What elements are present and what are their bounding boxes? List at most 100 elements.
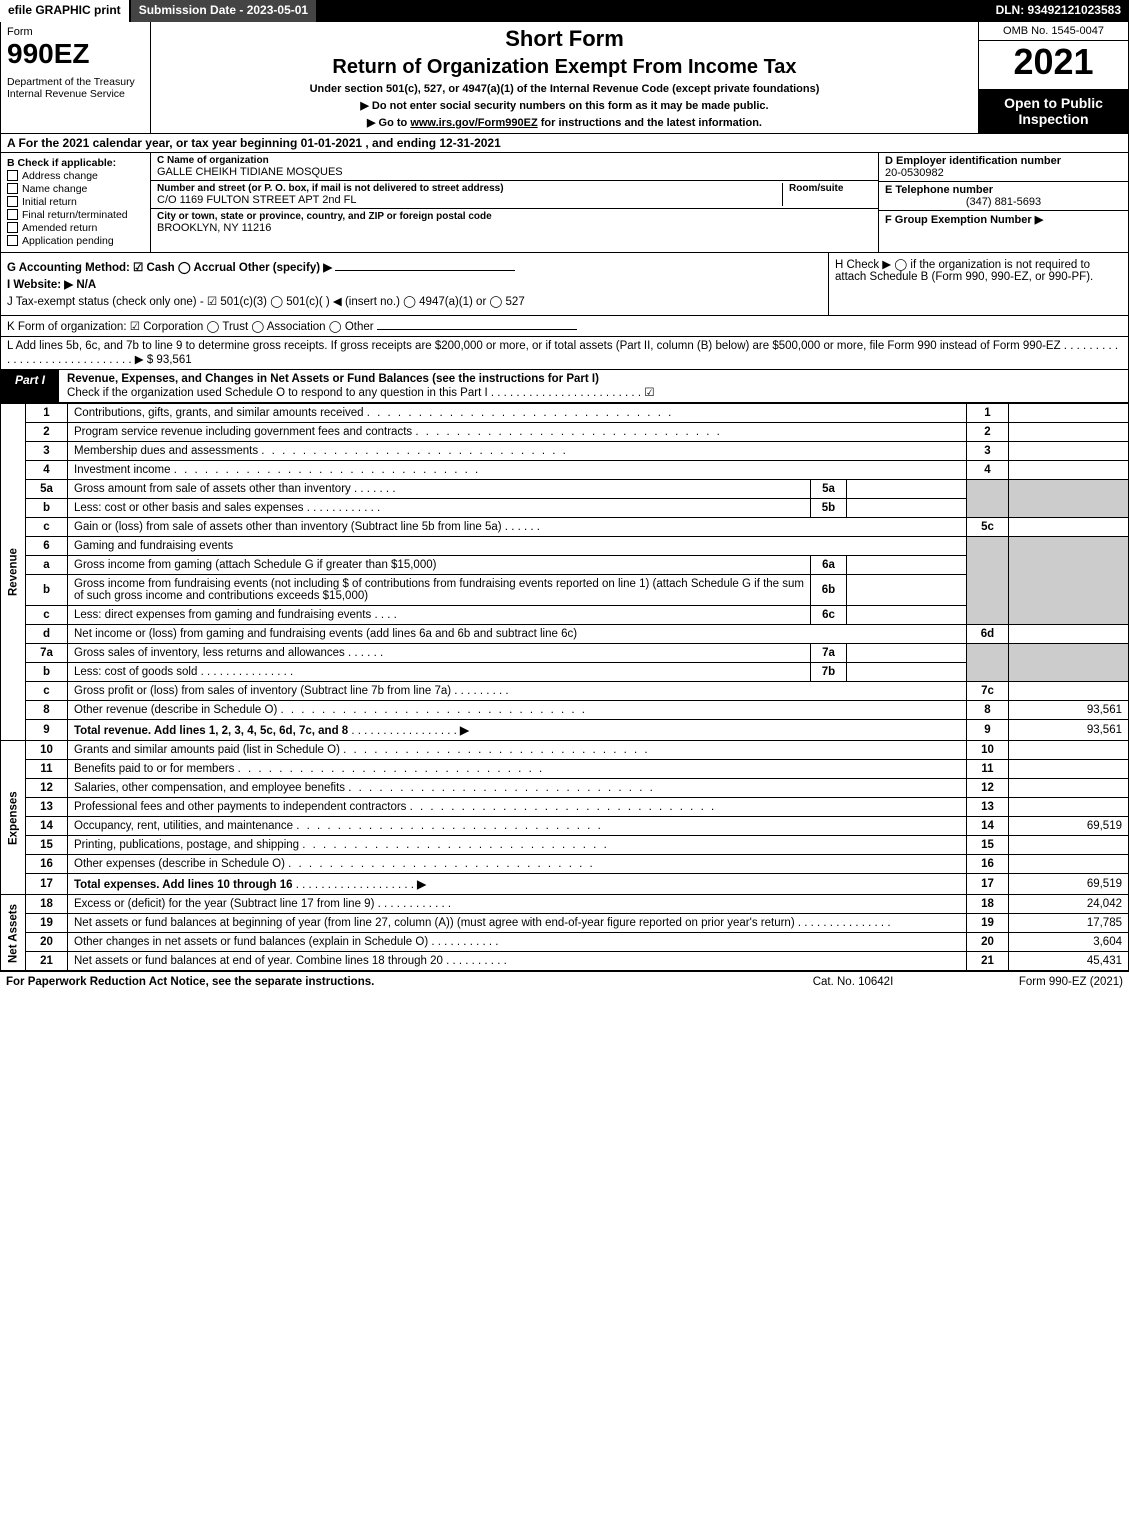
line-5c: c Gain or (loss) from sale of assets oth…: [1, 518, 1129, 537]
chk-initial-return[interactable]: [7, 196, 18, 207]
line-5b: b Less: cost or other basis and sales ex…: [1, 499, 1129, 518]
part-1-check-line: Check if the organization used Schedule …: [67, 387, 655, 399]
l15-num: 15: [26, 836, 68, 855]
row-g-text: G Accounting Method: ☑ Cash ◯ Accrual Ot…: [7, 262, 332, 274]
l21-amt: 45,431: [1009, 952, 1129, 971]
submission-date: Submission Date - 2023-05-01: [131, 0, 318, 22]
l14-amt: 69,519: [1009, 817, 1129, 836]
row-l-gross-receipts: L Add lines 5b, 6c, and 7b to line 9 to …: [0, 337, 1129, 370]
opt-application-pending: Application pending: [22, 235, 114, 247]
netassets-label: Net Assets: [1, 895, 26, 971]
row-k-text: K Form of organization: ☑ Corporation ◯ …: [7, 321, 374, 333]
goto-post: for instructions and the latest informat…: [538, 117, 762, 129]
l1-desc: Contributions, gifts, grants, and simila…: [74, 407, 364, 419]
l3-num: 3: [26, 442, 68, 461]
l6b-num: b: [26, 575, 68, 606]
efile-label: efile GRAPHIC print: [0, 0, 131, 22]
line-6b: b Gross income from fundraising events (…: [1, 575, 1129, 606]
l7b-num: b: [26, 663, 68, 682]
l3-amt: [1009, 442, 1129, 461]
box-def: D Employer identification number 20-0530…: [878, 153, 1128, 252]
l6b-ref: 6b: [811, 575, 847, 606]
ein-value: 20-0530982: [885, 167, 1122, 179]
irs-link[interactable]: www.irs.gov/Form990EZ: [410, 117, 537, 129]
org-name-label: C Name of organization: [157, 155, 872, 166]
opt-name-change: Name change: [22, 183, 87, 195]
l18-num: 18: [26, 895, 68, 914]
l6a-ref: 6a: [811, 556, 847, 575]
l20-num: 20: [26, 933, 68, 952]
l4-amt: [1009, 461, 1129, 480]
l5c-ref: 5c: [967, 518, 1009, 537]
l7a-ref: 7a: [811, 644, 847, 663]
opt-address-change: Address change: [22, 170, 98, 182]
dln-label: DLN: 93492121023583: [988, 0, 1129, 22]
l1-amt: [1009, 404, 1129, 423]
l21-num: 21: [26, 952, 68, 971]
row-i-text: I Website: ▶ N/A: [7, 279, 96, 291]
chk-application-pending[interactable]: [7, 235, 18, 246]
form-meta-block: OMB No. 1545-0047 2021 Open to Public In…: [978, 22, 1128, 133]
l19-amt: 17,785: [1009, 914, 1129, 933]
line-21: 21 Net assets or fund balances at end of…: [1, 952, 1129, 971]
l13-ref: 13: [967, 798, 1009, 817]
part-1-header: Part I Revenue, Expenses, and Changes in…: [0, 370, 1129, 403]
phone-value: (347) 881-5693: [885, 196, 1122, 208]
l6d-amt: [1009, 625, 1129, 644]
l3-desc: Membership dues and assessments: [74, 445, 258, 457]
line-17: 17 Total expenses. Add lines 10 through …: [1, 874, 1129, 895]
footer-form-ref: Form 990-EZ (2021): [943, 976, 1123, 988]
l11-amt: [1009, 760, 1129, 779]
subtitle-3: ▶ Go to www.irs.gov/Form990EZ for instru…: [161, 116, 968, 129]
open-to-public: Open to Public Inspection: [979, 89, 1128, 133]
l7b-desc: Less: cost of goods sold: [74, 666, 197, 678]
chk-name-change[interactable]: [7, 183, 18, 194]
line-11: 11 Benefits paid to or for members 11: [1, 760, 1129, 779]
line-6: 6 Gaming and fundraising events: [1, 537, 1129, 556]
line-7b: b Less: cost of goods sold . . . . . . .…: [1, 663, 1129, 682]
chk-amended[interactable]: [7, 222, 18, 233]
line-7a: 7a Gross sales of inventory, less return…: [1, 644, 1129, 663]
l5b-num: b: [26, 499, 68, 518]
l15-desc: Printing, publications, postage, and shi…: [74, 839, 299, 851]
l17-amt: 69,519: [1009, 874, 1129, 895]
l16-ref: 16: [967, 855, 1009, 874]
l6b-desc: Gross income from fundraising events (no…: [68, 575, 811, 606]
l2-amt: [1009, 423, 1129, 442]
row-a-calendar-year: A For the 2021 calendar year, or tax yea…: [0, 134, 1129, 153]
row-g-accounting: G Accounting Method: ☑ Cash ◯ Accrual Ot…: [7, 260, 822, 274]
form-id-block: Form 990EZ Department of the Treasury In…: [1, 22, 151, 133]
l4-num: 4: [26, 461, 68, 480]
footer-left: For Paperwork Reduction Act Notice, see …: [6, 976, 763, 988]
city-value: BROOKLYN, NY 11216: [157, 222, 872, 234]
line-14: 14 Occupancy, rent, utilities, and maint…: [1, 817, 1129, 836]
line-2: 2 Program service revenue including gove…: [1, 423, 1129, 442]
l1-num: 1: [26, 404, 68, 423]
street-value: C/O 1169 FULTON STREET APT 2nd FL: [157, 194, 782, 206]
l18-ref: 18: [967, 895, 1009, 914]
chk-final-return[interactable]: [7, 209, 18, 220]
form-header: Form 990EZ Department of the Treasury In…: [0, 22, 1129, 134]
row-j-text: J Tax-exempt status (check only one) - ☑…: [7, 296, 525, 308]
l5c-amt: [1009, 518, 1129, 537]
row-ghij: G Accounting Method: ☑ Cash ◯ Accrual Ot…: [0, 253, 1129, 316]
l12-ref: 12: [967, 779, 1009, 798]
line-6a: a Gross income from gaming (attach Sched…: [1, 556, 1129, 575]
l14-num: 14: [26, 817, 68, 836]
lines-table: Revenue 1 Contributions, gifts, grants, …: [0, 403, 1129, 971]
l9-num: 9: [26, 720, 68, 741]
l13-desc: Professional fees and other payments to …: [74, 801, 406, 813]
line-1: Revenue 1 Contributions, gifts, grants, …: [1, 404, 1129, 423]
row-k-form-of-org: K Form of organization: ☑ Corporation ◯ …: [0, 316, 1129, 337]
l10-num: 10: [26, 741, 68, 760]
treasury-dept: Department of the Treasury Internal Reve…: [7, 76, 144, 100]
l11-num: 11: [26, 760, 68, 779]
row-i-website: I Website: ▶ N/A: [7, 277, 822, 291]
l19-num: 19: [26, 914, 68, 933]
line-6d: d Net income or (loss) from gaming and f…: [1, 625, 1129, 644]
l12-amt: [1009, 779, 1129, 798]
l10-amt: [1009, 741, 1129, 760]
chk-address-change[interactable]: [7, 170, 18, 181]
l7c-num: c: [26, 682, 68, 701]
l6d-ref: 6d: [967, 625, 1009, 644]
